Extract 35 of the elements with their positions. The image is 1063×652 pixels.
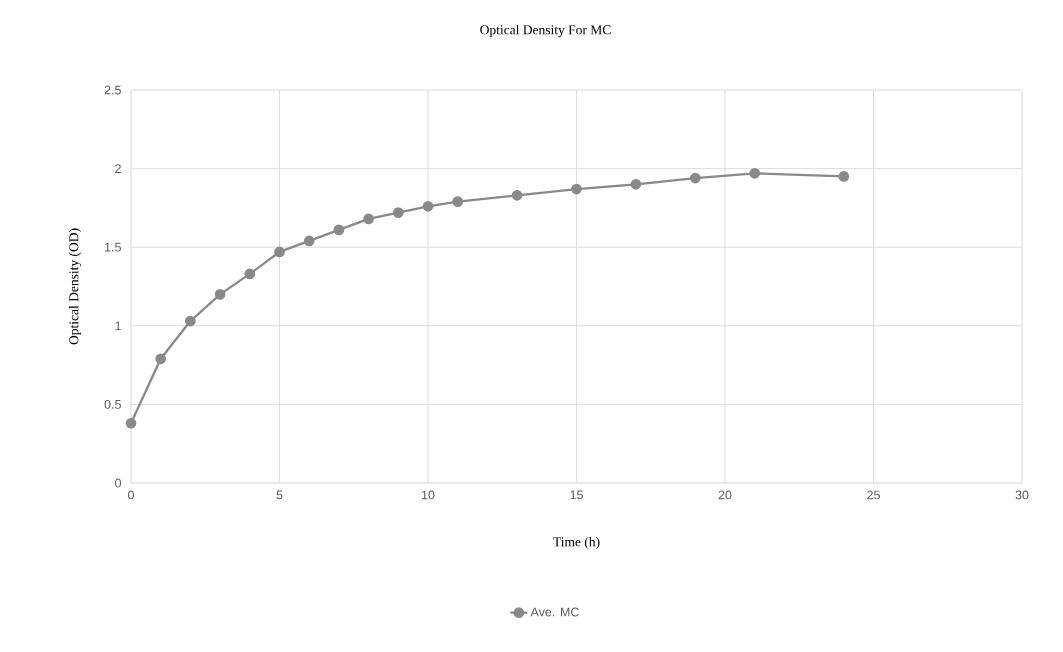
y-tick-label: 2 [115,164,121,173]
point [511,189,523,201]
x-tick-label: 20 [718,490,732,500]
y-tick-label: 1 [115,321,121,331]
point [244,268,256,280]
legend-label: Ave. MC [530,607,579,617]
x-tick-label: 10 [422,490,435,500]
point [363,213,374,225]
y-tick-label: 2.5 [104,85,121,95]
point [630,178,642,190]
point [838,171,850,182]
point [125,417,137,429]
y-axis-title: Optical Density (OD) [68,228,82,345]
y-tick-label: 1.5 [105,242,121,252]
point [571,183,582,195]
point [392,207,404,218]
x-tick-label: 0 [128,490,134,500]
x-axis-title: Time (h) [553,536,600,550]
point [689,172,701,184]
y-tick-label: 0.5 [104,399,121,409]
point [303,235,315,247]
point [214,289,226,300]
point [155,353,167,365]
x-tick-label: 25 [867,490,880,500]
point [422,200,434,212]
point [333,224,345,236]
point [452,196,464,207]
x-tick-label: 15 [570,490,583,500]
y-tick-label: 0 [115,478,121,488]
point [274,246,285,258]
point [185,315,196,327]
x-tick-label: 30 [1015,490,1029,500]
x-tick-label: 5 [276,490,283,500]
point [749,167,761,179]
chart-title: Optical Density For MC [480,24,611,38]
